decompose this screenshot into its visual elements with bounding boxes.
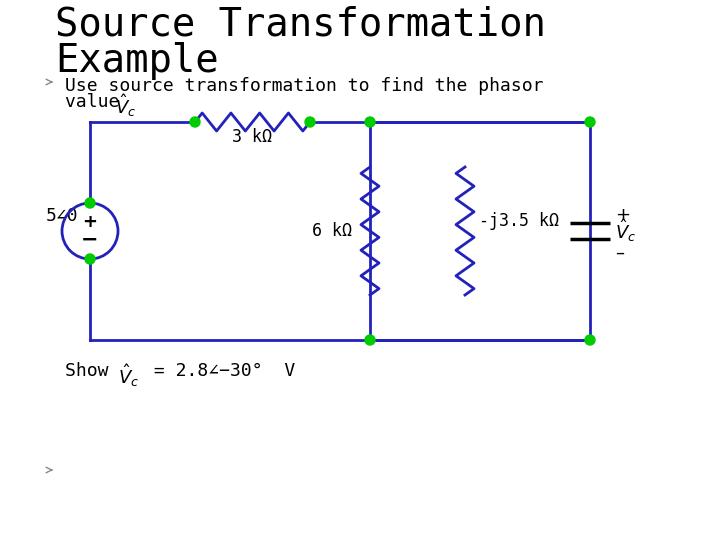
Circle shape	[365, 335, 375, 345]
Circle shape	[190, 117, 200, 127]
Text: Use source transformation to find the phasor: Use source transformation to find the ph…	[65, 77, 544, 95]
Circle shape	[85, 254, 95, 264]
Circle shape	[63, 204, 117, 258]
Text: +: +	[615, 206, 630, 224]
Text: -j3.5 kΩ: -j3.5 kΩ	[479, 212, 559, 230]
Text: = 2.8∠−30°  V: = 2.8∠−30° V	[143, 362, 295, 380]
Text: $\hat{V}_c$: $\hat{V}_c$	[118, 362, 139, 389]
Text: value: value	[65, 93, 141, 111]
Circle shape	[85, 198, 95, 208]
Text: $\hat{V}_c$: $\hat{V}_c$	[615, 218, 636, 245]
Circle shape	[305, 117, 315, 127]
Circle shape	[365, 117, 375, 127]
Text: $\hat{V}_c$: $\hat{V}_c$	[115, 92, 136, 119]
Circle shape	[585, 335, 595, 345]
Text: Show: Show	[65, 362, 130, 380]
Text: +: +	[83, 213, 97, 231]
Circle shape	[585, 117, 595, 127]
Text: Example: Example	[55, 42, 219, 80]
Text: Source Transformation: Source Transformation	[55, 5, 546, 43]
Text: –: –	[615, 244, 624, 262]
Text: 3 kΩ: 3 kΩ	[233, 128, 272, 146]
Text: −: −	[81, 230, 99, 250]
Text: 6 kΩ: 6 kΩ	[312, 222, 352, 240]
Text: 5∠0: 5∠0	[45, 207, 78, 225]
